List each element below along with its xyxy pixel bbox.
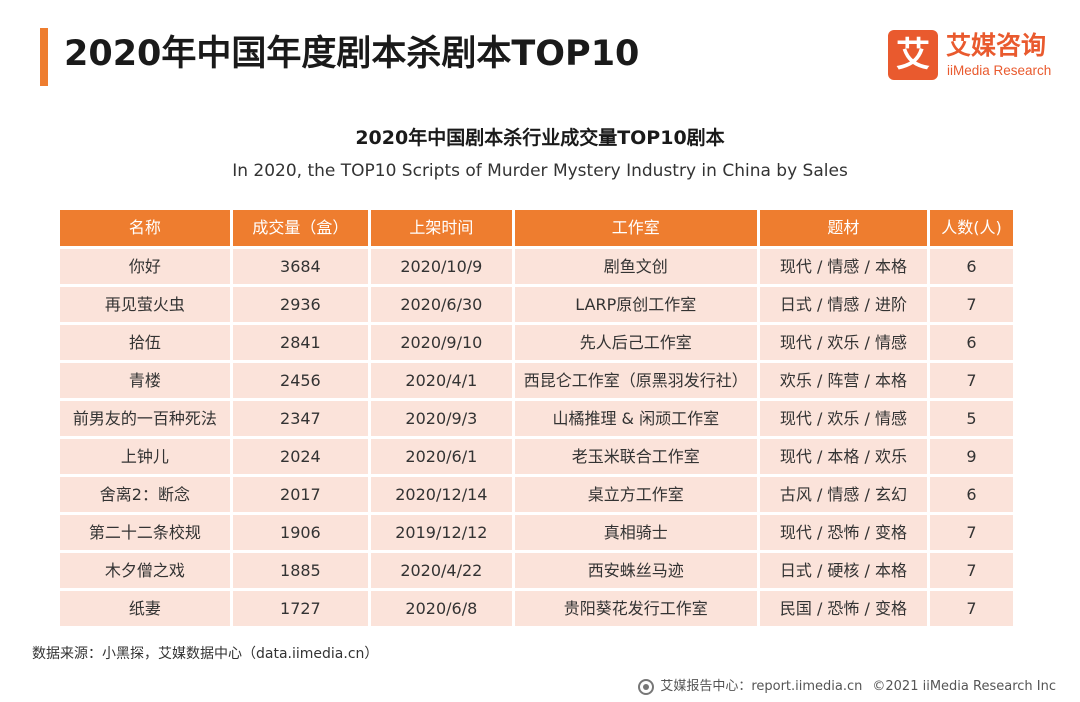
- cell-sales: 2936: [232, 287, 368, 322]
- page-title: 2020年中国年度剧本杀剧本TOP10: [64, 34, 640, 74]
- cell-name: 第二十二条校规: [60, 515, 230, 550]
- table-header-row: 名称 成交量（盒） 上架时间 工作室 题材 人数(人): [60, 210, 1013, 246]
- cell-studio: LARP原创工作室: [514, 287, 757, 322]
- table-row: 青楼 2456 2020/4/1 西昆仑工作室（原黑羽发行社） 欢乐 / 阵营 …: [60, 363, 1013, 398]
- cell-name: 舍离2：断念: [60, 477, 230, 512]
- cell-sales: 2024: [232, 439, 368, 474]
- cell-players: 5: [930, 401, 1013, 436]
- cell-studio: 真相骑士: [514, 515, 757, 550]
- table-row: 你好 3684 2020/10/9 剧鱼文创 现代 / 情感 / 本格 6: [60, 249, 1013, 284]
- cell-sales: 2841: [232, 325, 368, 360]
- table-row: 舍离2：断念 2017 2020/12/14 桌立方工作室 古风 / 情感 / …: [60, 477, 1013, 512]
- cell-sales: 2456: [232, 363, 368, 398]
- cell-release-date: 2020/9/10: [370, 325, 512, 360]
- cell-name: 木夕僧之戏: [60, 553, 230, 588]
- footer-copyright: ©2021 iiMedia Research Inc: [872, 679, 1056, 694]
- table-title-cn: 2020年中国剧本杀行业成交量TOP10剧本: [355, 127, 725, 149]
- cell-name: 再见萤火虫: [60, 287, 230, 322]
- column-header-studio: 工作室: [514, 210, 757, 246]
- cell-studio: 桌立方工作室: [514, 477, 757, 512]
- cell-studio: 先人后己工作室: [514, 325, 757, 360]
- column-header-release-date: 上架时间: [370, 210, 512, 246]
- cell-studio: 贵阳葵花发行工作室: [514, 591, 757, 626]
- cell-players: 6: [930, 325, 1013, 360]
- table-row: 拾伍 2841 2020/9/10 先人后己工作室 现代 / 欢乐 / 情感 6: [60, 325, 1013, 360]
- cell-players: 9: [930, 439, 1013, 474]
- cell-players: 7: [930, 553, 1013, 588]
- cell-players: 7: [930, 591, 1013, 626]
- cell-studio: 西昆仑工作室（原黑羽发行社）: [514, 363, 757, 398]
- table-row: 再见萤火虫 2936 2020/6/30 LARP原创工作室 日式 / 情感 /…: [60, 287, 1013, 322]
- table-row: 前男友的一百种死法 2347 2020/9/3 山橘推理 & 闲顽工作室 现代 …: [60, 401, 1013, 436]
- cell-players: 7: [930, 287, 1013, 322]
- cell-name: 前男友的一百种死法: [60, 401, 230, 436]
- cell-name: 你好: [60, 249, 230, 284]
- cell-genre: 古风 / 情感 / 玄幻: [759, 477, 927, 512]
- report-center-icon: [638, 679, 655, 695]
- cell-studio: 山橘推理 & 闲顽工作室: [514, 401, 757, 436]
- footer-report-center: 艾媒报告中心：report.iimedia.cn: [660, 679, 863, 694]
- cell-players: 7: [930, 363, 1013, 398]
- footer: 艾媒报告中心：report.iimedia.cn ©2021 iiMedia R…: [638, 678, 1066, 696]
- column-header-genre: 题材: [759, 210, 927, 246]
- table-row: 上钟儿 2024 2020/6/1 老玉米联合工作室 现代 / 本格 / 欢乐 …: [60, 439, 1013, 474]
- cell-players: 6: [930, 477, 1013, 512]
- table-row: 纸妻 1727 2020/6/8 贵阳葵花发行工作室 民国 / 恐怖 / 变格 …: [60, 591, 1013, 626]
- cell-genre: 民国 / 恐怖 / 变格: [759, 591, 927, 626]
- column-header-name: 名称: [60, 210, 230, 246]
- cell-sales: 2347: [232, 401, 368, 436]
- cell-release-date: 2020/6/1: [370, 439, 512, 474]
- data-source-note: 数据来源：小黑探，艾媒数据中心（data.iimedia.cn）: [32, 646, 379, 662]
- cell-genre: 欢乐 / 阵营 / 本格: [759, 363, 927, 398]
- cell-genre: 日式 / 情感 / 进阶: [759, 287, 927, 322]
- cell-genre: 现代 / 恐怖 / 变格: [759, 515, 927, 550]
- table-row: 木夕僧之戏 1885 2020/4/22 西安蛛丝马迹 日式 / 硬核 / 本格…: [60, 553, 1013, 588]
- cell-studio: 西安蛛丝马迹: [514, 553, 757, 588]
- cell-players: 7: [930, 515, 1013, 550]
- cell-sales: 1727: [232, 591, 368, 626]
- cell-sales: 1906: [232, 515, 368, 550]
- cell-name: 上钟儿: [60, 439, 230, 474]
- cell-name: 拾伍: [60, 325, 230, 360]
- cell-release-date: 2020/12/14: [370, 477, 512, 512]
- table-title-en: In 2020, the TOP10 Scripts of Murder Mys…: [232, 161, 848, 181]
- brand-logo: 艾 艾媒咨询 iiMedia Research: [888, 30, 1063, 80]
- cell-sales: 1885: [232, 553, 368, 588]
- column-header-sales: 成交量（盒）: [232, 210, 368, 246]
- cell-genre: 现代 / 欢乐 / 情感: [759, 325, 927, 360]
- cell-release-date: 2020/6/30: [370, 287, 512, 322]
- column-header-players: 人数(人): [930, 210, 1013, 246]
- table-row: 第二十二条校规 1906 2019/12/12 真相骑士 现代 / 恐怖 / 变…: [60, 515, 1013, 550]
- cell-release-date: 2020/4/1: [370, 363, 512, 398]
- cell-release-date: 2019/12/12: [370, 515, 512, 550]
- cell-release-date: 2020/4/22: [370, 553, 512, 588]
- top10-scripts-table: 名称 成交量（盒） 上架时间 工作室 题材 人数(人) 你好 3684 2020…: [57, 207, 1016, 629]
- cell-studio: 剧鱼文创: [514, 249, 757, 284]
- cell-sales: 2017: [232, 477, 368, 512]
- cell-players: 6: [930, 249, 1013, 284]
- cell-sales: 3684: [232, 249, 368, 284]
- logo-mark: 艾: [888, 30, 938, 80]
- cell-genre: 现代 / 欢乐 / 情感: [759, 401, 927, 436]
- cell-genre: 现代 / 本格 / 欢乐: [759, 439, 927, 474]
- cell-release-date: 2020/10/9: [370, 249, 512, 284]
- logo-text-cn: 艾媒咨询: [946, 31, 1047, 60]
- cell-name: 纸妻: [60, 591, 230, 626]
- cell-genre: 日式 / 硬核 / 本格: [759, 553, 927, 588]
- cell-release-date: 2020/9/3: [370, 401, 512, 436]
- title-accent-bar: [40, 28, 48, 86]
- logo-text-en: iiMedia Research: [947, 63, 1052, 78]
- cell-studio: 老玉米联合工作室: [514, 439, 757, 474]
- cell-name: 青楼: [60, 363, 230, 398]
- cell-genre: 现代 / 情感 / 本格: [759, 249, 927, 284]
- cell-release-date: 2020/6/8: [370, 591, 512, 626]
